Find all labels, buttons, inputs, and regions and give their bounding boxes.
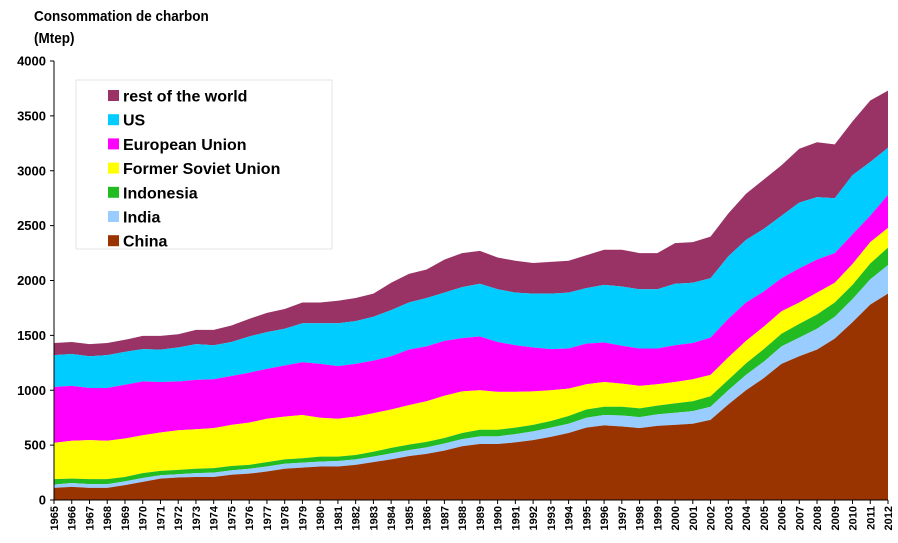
legend-label-us: US xyxy=(123,113,146,130)
x-tick-label: 1989 xyxy=(475,506,487,530)
area-rest-of-the-world xyxy=(54,90,888,357)
x-tick-label: 1993 xyxy=(546,506,558,530)
x-tick-label: 1978 xyxy=(280,506,292,530)
x-tick-label: 1995 xyxy=(581,506,593,530)
legend-swatch-rest-of-the-world xyxy=(108,90,119,101)
legend-swatch-european-union xyxy=(108,138,119,150)
x-tick-label: 2004 xyxy=(741,505,753,530)
x-tick-label: 1980 xyxy=(315,506,327,530)
y-tick-label: 4000 xyxy=(17,54,46,69)
y-tick-label: 2000 xyxy=(17,273,46,288)
x-tick-label: 1999 xyxy=(652,506,664,530)
area-china xyxy=(54,293,888,500)
y-tick-label: 2500 xyxy=(17,218,46,233)
legend: rest of the world US European Union Former … xyxy=(75,79,333,251)
x-tick-label: 1969 xyxy=(120,506,132,530)
x-tick-label: 1992 xyxy=(528,506,540,530)
x-tick-label: 1971 xyxy=(155,506,167,530)
y-tick-label: 500 xyxy=(24,438,46,453)
x-tick-label: 2003 xyxy=(723,506,735,530)
x-tick-label: 1974 xyxy=(209,505,221,530)
area-european-union xyxy=(54,194,888,443)
x-tick-label: 1987 xyxy=(439,506,451,530)
legend-swatch-indonesia xyxy=(108,186,119,198)
x-tick-label: 1997 xyxy=(617,506,629,530)
legend-label-rest-of-the-world: rest of the world xyxy=(123,89,247,106)
chart-title: Consommation de charbon xyxy=(34,8,209,25)
x-tick-label: 2000 xyxy=(670,506,682,530)
legend-label-indonesia: Indonesia xyxy=(123,185,198,202)
area-layers xyxy=(54,90,888,500)
x-tick-label: 1983 xyxy=(368,506,380,530)
x-tick-label: 1977 xyxy=(262,506,274,530)
legend-swatch-india xyxy=(108,211,119,222)
x-tick-label: 1985 xyxy=(404,506,416,530)
x-tick-label: 1972 xyxy=(173,506,185,530)
x-tick-label: 1965 xyxy=(49,506,61,530)
legend-swatch-china xyxy=(108,235,119,247)
x-tick-label: 1973 xyxy=(191,506,203,530)
y-tick-label: 0 xyxy=(39,493,46,508)
legend-label-india: India xyxy=(123,210,160,227)
y-tick-label: 1000 xyxy=(17,383,46,398)
legend-swatch-former-soviet-union xyxy=(108,162,119,174)
x-tick-label: 2001 xyxy=(688,506,700,530)
x-tick-label: 1996 xyxy=(599,506,611,530)
x-tick-label: 1991 xyxy=(510,506,522,530)
y-tick-label: 1500 xyxy=(17,328,46,343)
x-tick-label: 2006 xyxy=(777,506,789,530)
x-tick-label: 2002 xyxy=(706,506,718,530)
x-tick-labels: 1965 1966 1967 1968 1969 1970 1971 1972 1973 1974… xyxy=(49,500,895,530)
x-tick-label: 2009 xyxy=(830,506,842,530)
x-tick-label: 1967 xyxy=(84,506,96,530)
x-tick-label: 1990 xyxy=(493,506,505,530)
x-tick-label: 1979 xyxy=(297,506,309,530)
x-tick-label: 1984 xyxy=(386,505,398,530)
x-tick-label: 1982 xyxy=(351,506,363,530)
y-tick-label: 3000 xyxy=(17,163,46,178)
x-tick-label: 1981 xyxy=(333,506,345,530)
y-tick-labels: 0 500 1000 1500 2000 2500 3000 3500 4000 xyxy=(17,54,54,508)
area-us xyxy=(54,147,888,389)
x-tick-label: 2008 xyxy=(812,506,824,530)
y-tick-label: 3500 xyxy=(17,108,46,123)
x-tick-label: 2010 xyxy=(848,506,860,530)
legend-swatch-us xyxy=(108,114,119,126)
x-tick-label: 1998 xyxy=(635,506,647,530)
x-tick-label: 1975 xyxy=(226,506,238,530)
x-tick-label: 2005 xyxy=(759,506,771,530)
x-tick-label: 1976 xyxy=(244,506,256,530)
x-tick-label: 1988 xyxy=(457,506,469,530)
x-tick-label: 2011 xyxy=(865,506,877,530)
area-former-soviet-union xyxy=(54,227,888,480)
x-tick-label: 2007 xyxy=(794,506,806,530)
x-tick-label: 1966 xyxy=(67,506,79,530)
x-tick-label: 1994 xyxy=(564,505,576,530)
x-tick-label: 1970 xyxy=(138,506,150,530)
x-tick-label: 2012 xyxy=(883,506,895,530)
legend-label-european-union: European Union xyxy=(123,137,247,154)
x-tick-label: 1968 xyxy=(102,506,114,530)
legend-label-china: China xyxy=(123,234,168,251)
area-indonesia xyxy=(54,247,888,485)
x-tick-label: 1986 xyxy=(422,506,434,530)
legend-label-former-soviet-union: Former Soviet Union xyxy=(123,161,280,178)
y-axis-unit-label: (Mtep) xyxy=(34,30,75,47)
area-india xyxy=(54,265,888,488)
